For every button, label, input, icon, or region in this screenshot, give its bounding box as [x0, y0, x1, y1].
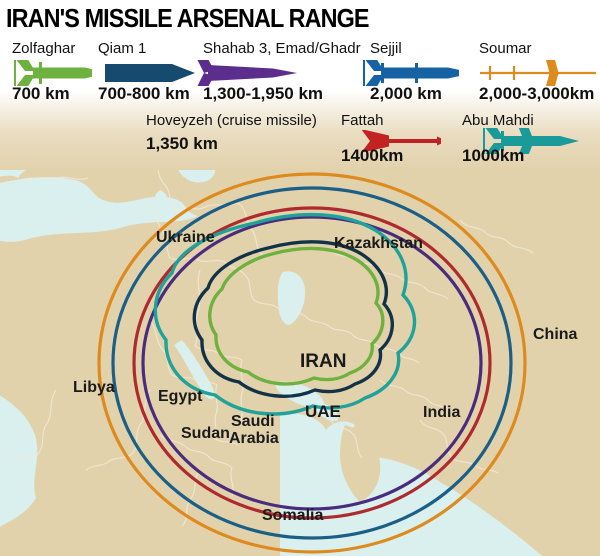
svg-text:India: India	[423, 404, 460, 421]
svg-text:Kazakhstan: Kazakhstan	[334, 235, 423, 252]
svg-text:Somalia: Somalia	[262, 507, 323, 524]
svg-text:UAE: UAE	[305, 402, 341, 421]
svg-text:Saudi: Saudi	[231, 413, 275, 430]
svg-text:Arabia: Arabia	[229, 430, 279, 447]
svg-text:Libya: Libya	[73, 379, 115, 396]
svg-text:Sudan: Sudan	[181, 425, 230, 442]
svg-text:Egypt: Egypt	[158, 388, 203, 405]
svg-text:IRAN: IRAN	[300, 351, 346, 372]
svg-text:Ukraine: Ukraine	[156, 229, 215, 246]
svg-text:China: China	[533, 326, 578, 343]
